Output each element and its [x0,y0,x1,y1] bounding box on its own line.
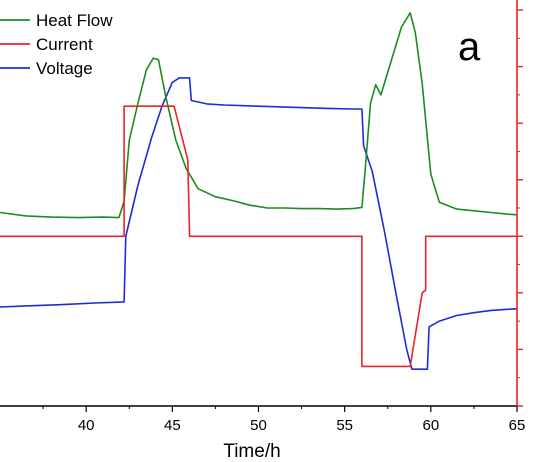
series-line-current [0,105,517,368]
x-tick-label: 65 [509,417,526,434]
axes: 40 45 50 55 60 65 [0,0,525,434]
series-line-heat-flow [0,12,518,219]
x-tick-label: 50 [250,417,267,434]
x-axis-label: Time/h [223,441,280,462]
panel-label: a [458,25,481,69]
legend: Heat Flow Current Voltage [0,11,113,78]
x-tick-label: 45 [164,417,181,434]
x-tick-label: 40 [78,417,95,434]
x-tick-label: 60 [422,417,439,434]
x-tick-label: 55 [336,417,353,434]
legend-label: Heat Flow [36,11,113,30]
legend-label: Current [36,35,93,54]
series-line-voltage [0,77,518,370]
legend-label: Voltage [36,59,93,78]
plot-series [0,12,518,370]
